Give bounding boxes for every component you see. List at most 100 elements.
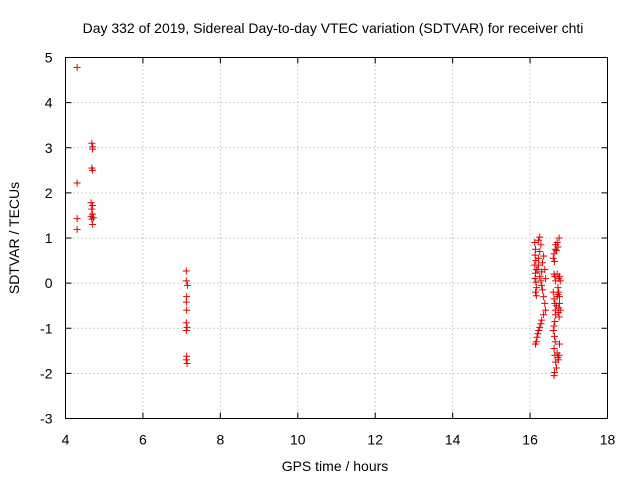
data-point — [541, 266, 549, 274]
x-tick-label: 4 — [62, 432, 70, 448]
y-tick-label: 2 — [45, 185, 53, 201]
data-point — [538, 286, 546, 294]
data-point — [531, 288, 539, 296]
x-tick-label: 12 — [367, 432, 383, 448]
data-point — [552, 247, 560, 255]
data-point — [549, 327, 557, 335]
data-point — [531, 275, 539, 283]
data-point — [183, 281, 191, 289]
data-point — [89, 220, 97, 228]
data-point — [533, 333, 541, 341]
data-point — [556, 277, 564, 285]
data-point — [555, 313, 563, 321]
data-point — [554, 356, 562, 364]
x-axis-label: GPS time / hours — [282, 458, 389, 474]
data-point — [542, 306, 550, 314]
data-point — [183, 306, 191, 314]
data-point — [88, 139, 96, 147]
data-point — [182, 327, 190, 335]
data-point — [536, 248, 544, 256]
data-point — [538, 316, 546, 324]
data-point — [89, 214, 97, 222]
data-point — [554, 284, 562, 292]
data-point — [551, 338, 559, 346]
data-point — [531, 239, 539, 247]
data-points — [73, 63, 564, 380]
data-point — [88, 205, 96, 213]
y-axis-label: SDTVAR / TECUs — [6, 182, 22, 294]
x-tick-label: 18 — [600, 432, 616, 448]
data-point — [532, 278, 540, 286]
y-tick-label: 3 — [45, 140, 53, 156]
data-point — [534, 266, 542, 274]
data-point — [536, 272, 544, 280]
data-point — [536, 233, 544, 241]
gridlines — [65, 57, 608, 419]
data-point — [555, 351, 563, 359]
data-point — [182, 267, 190, 275]
chart-title: Day 332 of 2019, Sidereal Day-to-day VTE… — [83, 20, 584, 36]
data-point — [535, 254, 543, 262]
data-point — [182, 356, 190, 364]
data-point — [89, 145, 97, 153]
data-point — [531, 251, 539, 259]
y-tick-label: 4 — [45, 95, 53, 111]
data-point — [182, 277, 190, 285]
data-point — [531, 245, 539, 253]
data-point — [182, 319, 190, 327]
data-point — [541, 299, 549, 307]
y-tick-label: -3 — [40, 411, 53, 427]
data-point — [73, 179, 81, 187]
data-point — [531, 340, 539, 348]
data-point — [534, 330, 542, 338]
data-point — [182, 298, 190, 306]
data-point — [540, 252, 548, 260]
y-tick-label: -1 — [40, 320, 53, 336]
data-point — [183, 323, 191, 331]
data-point — [550, 332, 558, 340]
data-point — [542, 275, 550, 283]
data-point — [550, 257, 558, 265]
data-point — [73, 225, 81, 233]
data-point — [532, 292, 540, 300]
y-tick-label: -2 — [40, 365, 53, 381]
data-point — [538, 259, 546, 267]
y-tick-label: 1 — [45, 230, 53, 246]
data-point — [537, 241, 545, 249]
data-point — [555, 299, 563, 307]
y-tick-label: 0 — [45, 275, 53, 291]
data-point — [89, 166, 97, 174]
data-point — [552, 364, 560, 372]
y-tick-label: 5 — [45, 50, 53, 66]
x-tick-label: 10 — [290, 432, 306, 448]
data-point — [537, 320, 545, 328]
data-point — [555, 293, 563, 301]
data-point — [555, 340, 563, 348]
data-point — [183, 359, 191, 367]
x-tick-label: 8 — [216, 432, 224, 448]
data-point — [540, 293, 548, 301]
data-point — [550, 322, 558, 330]
data-point — [535, 327, 543, 335]
data-point — [88, 215, 96, 223]
data-point — [89, 202, 97, 210]
data-point — [536, 323, 544, 331]
data-point — [554, 243, 562, 251]
data-point — [553, 239, 561, 247]
data-point — [555, 234, 563, 242]
data-point — [553, 270, 561, 278]
data-point — [73, 63, 81, 71]
data-point — [535, 236, 543, 244]
data-point — [549, 254, 557, 262]
x-tick-label: 14 — [445, 432, 461, 448]
data-point — [73, 215, 81, 223]
data-point — [550, 372, 558, 380]
x-tick-label: 6 — [139, 432, 147, 448]
data-point — [540, 311, 548, 319]
data-point — [550, 345, 558, 353]
data-point — [535, 261, 543, 269]
data-point — [551, 317, 559, 325]
data-point — [555, 288, 563, 296]
